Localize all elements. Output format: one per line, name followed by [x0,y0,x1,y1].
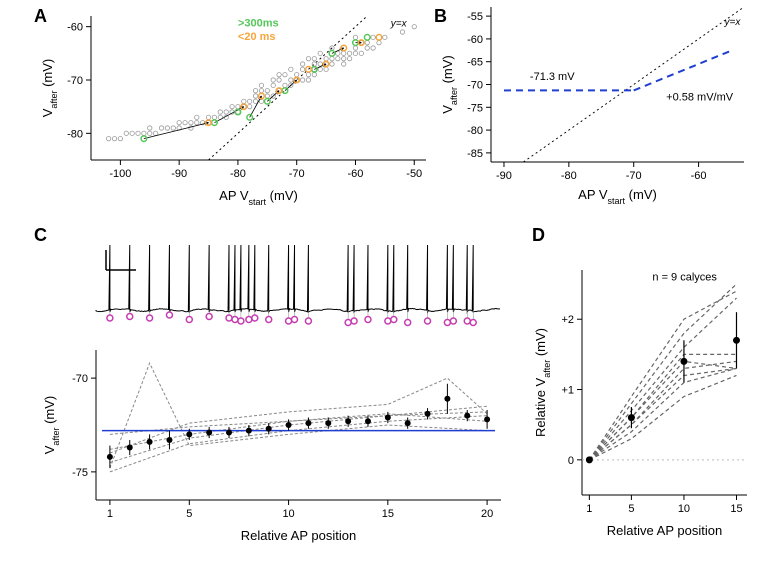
svg-text:-60: -60 [67,22,83,34]
svg-text:Vafter (mV): Vafter (mV) [42,396,61,454]
svg-text:+2: +2 [561,314,574,326]
svg-text:10: 10 [282,508,294,520]
svg-text:5: 5 [628,503,634,515]
panel-a-scatter: -100 -90 -80 -70 -60 -50 -80 -70 -60 y=x >300ms<20… [36,8,436,208]
svg-text:-80: -80 [467,125,483,137]
svg-text:-60: -60 [348,168,364,180]
svg-text:0: 0 [568,455,574,467]
svg-text:-55: -55 [467,11,483,23]
svg-text:-70: -70 [67,75,83,87]
svg-text:-50: -50 [406,168,422,180]
svg-text:AP Vstart (mV): AP Vstart (mV) [578,187,657,206]
svg-text:-80: -80 [67,128,83,140]
svg-text:15: 15 [730,503,742,515]
svg-text:-75: -75 [467,102,483,114]
svg-text:-60: -60 [467,34,483,46]
svg-text:Relative Vafter (mV): Relative Vafter (mV) [533,328,552,437]
svg-text:-80: -80 [230,168,246,180]
svg-text:-90: -90 [171,168,187,180]
svg-text:Relative AP position: Relative AP position [241,528,356,543]
svg-text:5: 5 [186,508,192,520]
svg-text:1: 1 [107,508,113,520]
svg-text:n = 9 calyces: n = 9 calyces [652,272,717,284]
svg-text:Vafter (mV): Vafter (mV) [440,55,459,113]
svg-text:-70: -70 [72,373,88,385]
svg-text:+1: +1 [561,385,574,397]
svg-text:>300ms: >300ms [238,18,279,30]
svg-text:-75: -75 [72,467,88,479]
panel-d-label: D [532,225,545,246]
svg-text:-71.3 mV: -71.3 mV [530,71,575,83]
svg-text:1: 1 [586,503,592,515]
svg-text:15: 15 [382,508,394,520]
svg-text:y=x: y=x [390,19,408,30]
svg-text:-85: -85 [467,148,483,160]
svg-text:y=x: y=x [724,17,742,28]
svg-text:-70: -70 [467,80,483,92]
svg-text:10: 10 [678,503,690,515]
svg-text:-70: -70 [289,168,305,180]
svg-text:-70: -70 [626,170,642,182]
svg-text:-90: -90 [496,170,512,182]
svg-text:20: 20 [481,508,493,520]
svg-text:<20 ms: <20 ms [238,31,276,43]
panel-c-plot: 15101520-75-70Relative AP positionVafter… [36,230,516,555]
svg-text:-100: -100 [109,168,131,180]
panel-b-line: -90 -80 -70 -60 -85 -80 -75 -70 -65 -60 -55 y=x -71.… [436,2,754,207]
svg-text:Vafter (mV): Vafter (mV) [40,59,59,117]
svg-text:Relative AP position: Relative AP position [607,523,722,538]
svg-text:+0.58 mV/mV: +0.58 mV/mV [666,91,734,103]
svg-text:-65: -65 [467,57,483,69]
panel-d-plot: 1510150+1+2n = 9 calycesRelative AP posi… [530,250,755,550]
svg-text:AP Vstart (mV): AP Vstart (mV) [219,188,298,207]
svg-text:-60: -60 [691,170,707,182]
svg-text:-80: -80 [561,170,577,182]
